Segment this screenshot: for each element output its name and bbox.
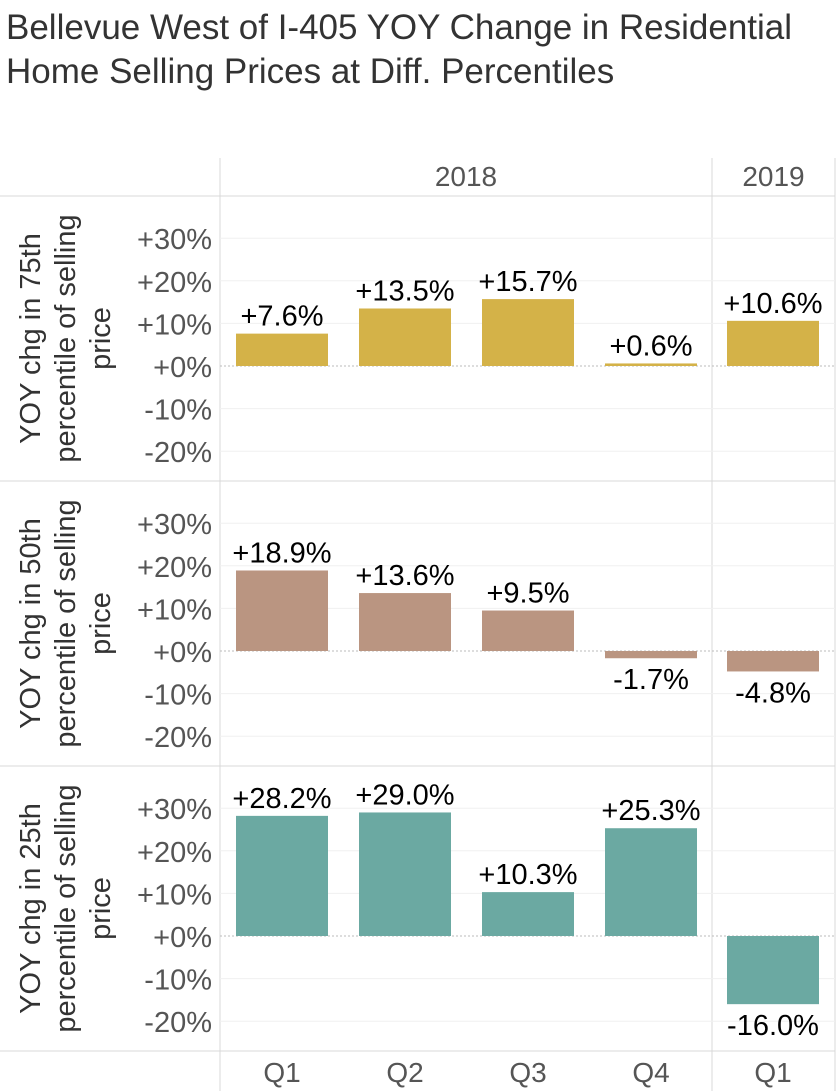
y-tick-label: -20% bbox=[144, 722, 212, 754]
column-headers: 2018 2019 bbox=[435, 161, 805, 192]
data-label: +15.7% bbox=[478, 266, 577, 298]
bar bbox=[482, 610, 574, 651]
bar bbox=[359, 593, 451, 651]
bar bbox=[236, 815, 328, 936]
row-label-line: price bbox=[85, 307, 117, 370]
row-label: YOY chg in 25th percentile of selling pric… bbox=[15, 784, 117, 1032]
data-label: +25.3% bbox=[601, 795, 700, 827]
bar bbox=[605, 828, 697, 936]
bar bbox=[605, 363, 697, 366]
y-tick-label: +20% bbox=[137, 267, 212, 299]
quarter-label: Q1 bbox=[754, 1057, 791, 1088]
quarter-label: Q3 bbox=[509, 1057, 546, 1088]
row-label-line: percentile of selling bbox=[50, 214, 82, 462]
data-label: +0.6% bbox=[609, 330, 692, 362]
quarter-label: Q1 bbox=[263, 1057, 300, 1088]
data-label: +28.2% bbox=[232, 783, 331, 815]
data-label: +13.6% bbox=[355, 560, 454, 592]
x-axis: Q1 Q2 Q3 Q4 Q1 bbox=[263, 1057, 791, 1088]
data-label: +13.5% bbox=[355, 275, 454, 307]
data-label: +10.6% bbox=[723, 288, 822, 320]
y-tick-label: +10% bbox=[137, 309, 212, 341]
bar bbox=[727, 651, 819, 672]
bar bbox=[482, 299, 574, 366]
bar bbox=[482, 892, 574, 936]
year-header-2019: 2019 bbox=[742, 161, 804, 192]
y-tick-label: +0% bbox=[153, 352, 212, 384]
data-label: +9.5% bbox=[486, 578, 569, 610]
chart-panels: +30%+20%+10%+0%-10%-20%YOY chg in 75th pe… bbox=[15, 214, 835, 1042]
quarter-label: Q2 bbox=[386, 1057, 423, 1088]
row-label-line: YOY chg in 25th bbox=[15, 803, 47, 1014]
bar bbox=[727, 320, 819, 366]
y-tick-label: -10% bbox=[144, 680, 212, 712]
row-label-line: YOY chg in 75th bbox=[15, 233, 47, 444]
y-tick-label: +20% bbox=[137, 837, 212, 869]
y-tick-label: +0% bbox=[153, 637, 212, 669]
row-label-line: percentile of selling bbox=[50, 784, 82, 1032]
y-tick-label: -10% bbox=[144, 965, 212, 997]
data-label: +10.3% bbox=[478, 859, 577, 891]
y-tick-label: -20% bbox=[144, 437, 212, 469]
row-label-line: YOY chg in 50th bbox=[15, 518, 47, 729]
bar bbox=[359, 812, 451, 936]
data-label: +18.9% bbox=[232, 537, 331, 569]
bar bbox=[359, 308, 451, 366]
bar bbox=[605, 651, 697, 659]
row-label: YOY chg in 50th percentile of selling pric… bbox=[15, 499, 117, 747]
y-tick-label: +30% bbox=[137, 794, 212, 826]
row-label-line: price bbox=[85, 592, 117, 655]
y-tick-label: +10% bbox=[137, 879, 212, 911]
chart-title: Bellevue West of I-405 YOY Change in Res… bbox=[6, 8, 793, 91]
data-label: -16.0% bbox=[727, 1010, 819, 1042]
panel-2: +30% +20% +10% +0% -10% -20% YOY chg in 50th pe… bbox=[15, 499, 835, 754]
data-label: +29.0% bbox=[355, 779, 454, 811]
panel-3: +30% +20% +10% +0% -10% -20% YOY chg in 25th pe… bbox=[15, 779, 835, 1042]
y-tick-label: +20% bbox=[137, 552, 212, 584]
panel-1: +30% +20% +10% +0% -10% -20% YOY chg in 75th pe… bbox=[15, 214, 835, 469]
y-tick-label: -10% bbox=[144, 395, 212, 427]
data-label: +7.6% bbox=[240, 301, 323, 333]
data-label: -4.8% bbox=[735, 677, 811, 709]
year-header-2018: 2018 bbox=[435, 161, 497, 192]
bar bbox=[236, 333, 328, 366]
y-tick-label: +0% bbox=[153, 922, 212, 954]
y-tick-label: +10% bbox=[137, 594, 212, 626]
row-label-line: percentile of selling bbox=[50, 499, 82, 747]
quarter-label: Q4 bbox=[632, 1057, 669, 1088]
y-tick-label: +30% bbox=[137, 224, 212, 256]
bar bbox=[236, 570, 328, 651]
y-tick-label: -20% bbox=[144, 1007, 212, 1039]
data-label: -1.7% bbox=[613, 664, 689, 696]
row-label-line: price bbox=[85, 877, 117, 940]
row-label: YOY chg in 75th percentile of selling pric… bbox=[15, 214, 117, 462]
y-tick-label: +30% bbox=[137, 509, 212, 541]
bar bbox=[727, 936, 819, 1005]
